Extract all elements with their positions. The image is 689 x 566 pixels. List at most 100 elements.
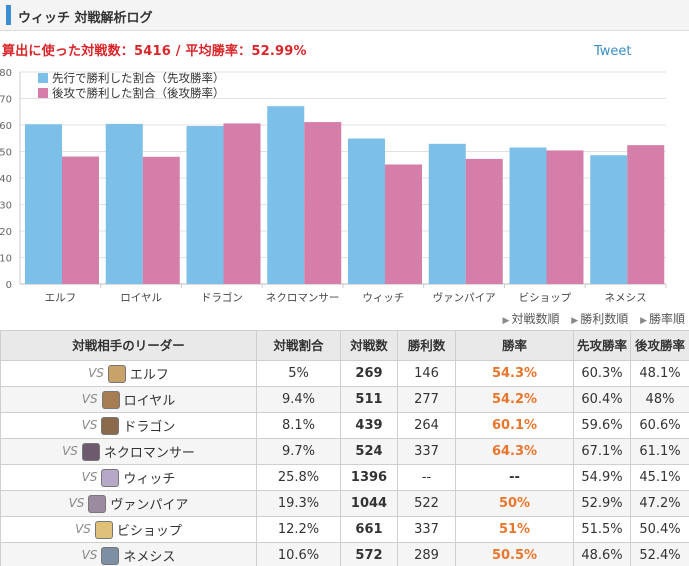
leader-name: ヴァンパイア bbox=[110, 498, 189, 513]
winrate-cell: 51% bbox=[455, 516, 574, 543]
tweet-link[interactable]: Tweet bbox=[594, 44, 632, 59]
leader-cell: VS ビショップ bbox=[0, 516, 257, 543]
table-row[interactable]: VS ロイヤル 9.4% 511 277 54.2% 60.4% 48% bbox=[0, 386, 689, 413]
vs-label: VS bbox=[81, 392, 98, 406]
summary-line: 算出に使った対戦数：5416 / 平均勝率：52.99% bbox=[2, 44, 307, 59]
bar-second bbox=[223, 123, 261, 284]
matchup-table: 対戦相手のリーダー 対戦割合 対戦数 勝利数 勝率 先攻勝率 後攻勝率 VS エル… bbox=[0, 330, 689, 566]
vs-label: VS bbox=[68, 496, 85, 510]
second-rate-cell: 60.6% bbox=[630, 412, 689, 439]
title-bar: ウィッチ 対戦解析ログ bbox=[0, 0, 689, 31]
wins-cell: 522 bbox=[397, 490, 456, 517]
leader-cell: VS ネクロマンサー bbox=[0, 438, 257, 465]
ratio-cell: 10.6% bbox=[256, 542, 341, 566]
vs-label: VS bbox=[81, 548, 98, 562]
leader-cell: VS ネメシス bbox=[0, 542, 257, 566]
games-cell: 661 bbox=[340, 516, 398, 543]
second-rate-cell: 48% bbox=[630, 386, 689, 413]
y-tick-label: 80 bbox=[0, 68, 12, 79]
y-tick-label: 0 bbox=[6, 280, 12, 291]
table-row[interactable]: VS ウィッチ 25.8% 1396 -- -- 54.9% 45.1% bbox=[0, 464, 689, 491]
table-row[interactable]: VS ネクロマンサー 9.7% 524 337 64.3% 67.1% 61.1% bbox=[0, 438, 689, 465]
table-row[interactable]: VS ヴァンパイア 19.3% 1044 522 50% 52.9% 47.2% bbox=[0, 490, 689, 517]
second-rate-cell: 50.4% bbox=[630, 516, 689, 543]
legend-label: 後攻で勝利した割合（後攻勝率） bbox=[52, 86, 225, 100]
x-tick-label: エルフ bbox=[45, 292, 77, 304]
triangle-right-icon: ▶ bbox=[502, 316, 510, 326]
first-rate-cell: 54.9% bbox=[573, 464, 631, 491]
bar-first bbox=[267, 106, 305, 284]
first-rate-cell: 48.6% bbox=[573, 542, 631, 566]
x-tick-label: ウィッチ bbox=[362, 292, 404, 304]
header-ratio: 対戦割合 bbox=[256, 330, 341, 361]
vampire-leader-icon bbox=[88, 494, 107, 513]
wins-cell: 337 bbox=[397, 516, 456, 543]
ratio-cell: 9.4% bbox=[256, 386, 341, 413]
wins-cell: 146 bbox=[397, 360, 456, 387]
games-cell: 269 bbox=[340, 360, 398, 387]
wins-cell: 337 bbox=[397, 438, 456, 465]
nemesis-leader-icon bbox=[101, 546, 120, 565]
vs-label: VS bbox=[81, 418, 98, 432]
bar-second bbox=[546, 150, 584, 284]
legend-swatch bbox=[38, 73, 48, 83]
bar-first bbox=[186, 126, 224, 284]
winrate-cell: 50.5% bbox=[455, 542, 574, 566]
y-tick-label: 70 bbox=[0, 95, 12, 106]
games-cell: 524 bbox=[340, 438, 398, 465]
leader-cell: VS ロイヤル bbox=[0, 386, 257, 413]
wins-cell: -- bbox=[397, 464, 456, 491]
second-rate-cell: 52.4% bbox=[630, 542, 689, 566]
y-tick-label: 10 bbox=[0, 254, 12, 265]
legend-swatch bbox=[38, 88, 48, 98]
winrate-cell: 50% bbox=[455, 490, 574, 517]
table-row[interactable]: VS ビショップ 12.2% 661 337 51% 51.5% 50.4% bbox=[0, 516, 689, 543]
header-games: 対戦数 bbox=[340, 330, 398, 361]
leader-cell: VS ウィッチ bbox=[0, 464, 257, 491]
x-tick-label: ヴァンパイア bbox=[433, 291, 496, 304]
sort-by-wins-link[interactable]: ▶ 勝利数順 bbox=[571, 312, 629, 326]
leader-name: ビショップ bbox=[116, 524, 182, 539]
x-tick-label: ロイヤル bbox=[120, 292, 162, 304]
vs-label: VS bbox=[81, 470, 98, 484]
ratio-cell: 19.3% bbox=[256, 490, 341, 517]
bar-second bbox=[142, 156, 180, 284]
y-tick-label: 50 bbox=[0, 148, 12, 159]
table-row[interactable]: VS ドラゴン 8.1% 439 264 60.1% 59.6% 60.6% bbox=[0, 412, 689, 439]
bishop-leader-icon bbox=[94, 520, 113, 539]
table-row[interactable]: VS エルフ 5% 269 146 54.3% 60.3% 48.1% bbox=[0, 360, 689, 387]
games-cell: 439 bbox=[340, 412, 398, 439]
leader-name: ネメシス bbox=[123, 550, 176, 565]
header-second-rate: 後攻勝率 bbox=[630, 330, 689, 361]
games-cell: 511 bbox=[340, 386, 398, 413]
header-leader: 対戦相手のリーダー bbox=[0, 330, 257, 361]
leader-cell: VS エルフ bbox=[0, 360, 257, 387]
ratio-cell: 8.1% bbox=[256, 412, 341, 439]
bar-first bbox=[428, 143, 466, 284]
table-row[interactable]: VS ネメシス 10.6% 572 289 50.5% 48.6% 52.4% bbox=[0, 542, 689, 566]
games-cell: 1044 bbox=[340, 490, 398, 517]
bar-first bbox=[348, 138, 385, 284]
legend-label: 先行で勝利した割合（先攻勝率） bbox=[52, 71, 225, 85]
sort-by-games-link[interactable]: ▶ 対戦数順 bbox=[502, 312, 560, 326]
wins-cell: 277 bbox=[397, 386, 456, 413]
sort-by-rate-link[interactable]: ▶ 勝率順 bbox=[640, 312, 685, 326]
ratio-cell: 12.2% bbox=[256, 516, 341, 543]
leader-name: ネクロマンサー bbox=[103, 446, 195, 461]
winrate-cell: 64.3% bbox=[455, 438, 574, 465]
triangle-right-icon: ▶ bbox=[571, 316, 579, 326]
bar-second bbox=[465, 158, 503, 284]
page-title: ウィッチ 対戦解析ログ bbox=[18, 11, 153, 26]
second-rate-cell: 45.1% bbox=[630, 464, 689, 491]
y-tick-label: 30 bbox=[0, 201, 12, 212]
royal-leader-icon bbox=[101, 390, 120, 409]
second-rate-cell: 48.1% bbox=[630, 360, 689, 387]
winrate-cell: -- bbox=[455, 464, 574, 491]
dragon-leader-icon bbox=[101, 416, 120, 435]
x-tick-label: ドラゴン bbox=[201, 291, 243, 304]
bar-first bbox=[509, 147, 547, 284]
x-tick-label: ネメシス bbox=[605, 292, 647, 304]
bar-second bbox=[304, 122, 342, 285]
vs-label: VS bbox=[88, 366, 104, 380]
wins-cell: 289 bbox=[397, 542, 456, 566]
